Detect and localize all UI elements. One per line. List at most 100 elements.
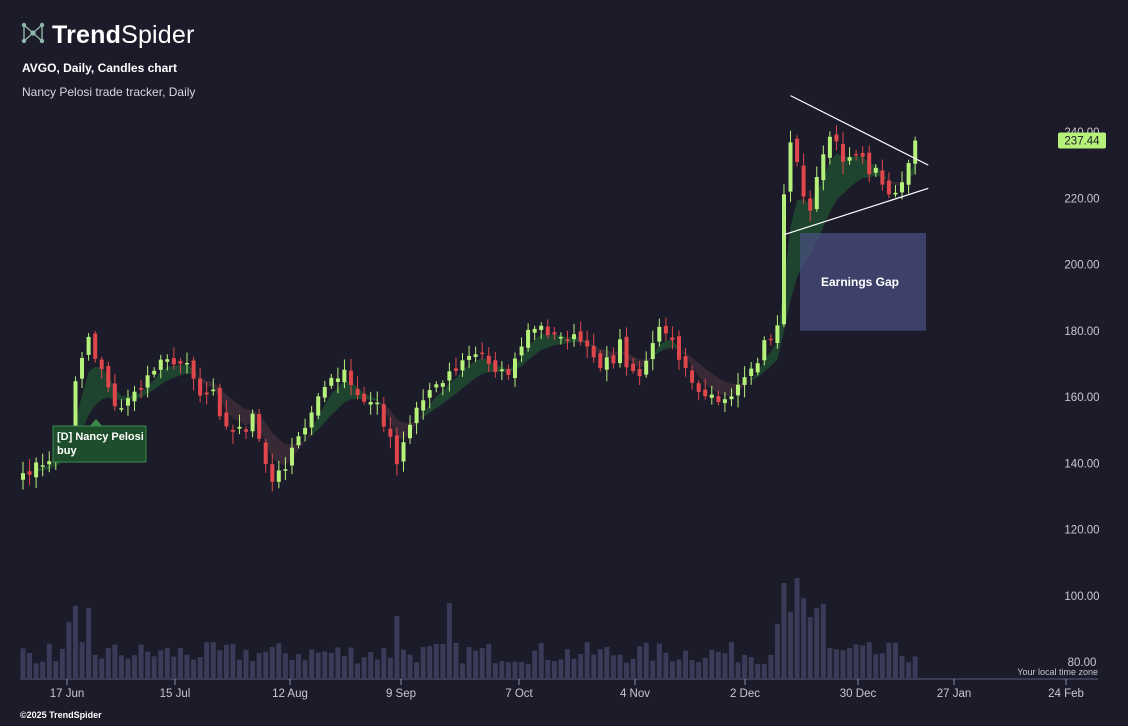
volume-bar — [145, 651, 151, 678]
candle-down — [388, 428, 393, 437]
volume-bar — [637, 646, 643, 678]
volume-bar — [315, 652, 321, 678]
candle-down — [860, 152, 865, 157]
candle-up — [526, 329, 531, 348]
candle-up — [290, 447, 294, 466]
brand-name: TrendSpider — [52, 21, 195, 49]
volume-bar — [676, 659, 682, 678]
candle-down — [696, 383, 701, 392]
volume-bar — [630, 658, 636, 678]
volume-bar — [505, 662, 511, 678]
candle-down — [578, 331, 583, 342]
candle-up — [86, 336, 91, 355]
candle-up — [650, 343, 655, 360]
candle-down — [677, 336, 681, 360]
candle-down — [191, 360, 196, 379]
candle-down — [841, 144, 845, 162]
volume-bar — [243, 649, 249, 678]
ribbon-down — [888, 176, 909, 186]
volume-bar — [158, 650, 164, 678]
volume-bar — [27, 653, 33, 678]
candle-up — [749, 368, 754, 376]
volume-bar — [512, 661, 518, 678]
volume-bar — [414, 662, 420, 678]
volume-bar — [164, 647, 170, 678]
volume-bar — [394, 616, 400, 678]
volume-bar — [788, 611, 794, 678]
candle-down — [886, 180, 891, 195]
volume-bar — [400, 649, 406, 678]
candle-up — [250, 413, 255, 432]
volume-bar — [912, 656, 918, 678]
candle-up — [618, 339, 622, 364]
candle-up — [316, 396, 321, 416]
volume-bar — [99, 658, 105, 678]
candle-down — [178, 361, 183, 364]
candle-down — [362, 393, 367, 402]
volume-bar — [617, 654, 623, 678]
volume-bar — [20, 648, 26, 678]
candle-down — [454, 368, 458, 371]
volume-bar — [210, 642, 216, 678]
earnings-gap-label: Earnings Gap — [821, 275, 899, 289]
candle-down — [585, 340, 590, 347]
volume-bar — [79, 642, 85, 678]
volume-bar — [768, 654, 774, 678]
candle-up — [775, 325, 780, 343]
candle-up — [900, 182, 904, 193]
volume-bar — [440, 644, 446, 678]
candle-up — [440, 383, 445, 387]
candle-up — [40, 465, 45, 467]
candle-down — [381, 404, 386, 427]
candle-down — [198, 378, 203, 396]
candle-up — [729, 396, 734, 400]
volume-bar — [361, 657, 367, 678]
candle-down — [598, 353, 603, 369]
candle-up — [47, 461, 52, 465]
volume-bar — [669, 661, 675, 678]
volume-bar — [663, 652, 669, 678]
volume-bar — [624, 662, 630, 678]
last-price-label: 237.44 — [1064, 136, 1100, 148]
volume-bar — [309, 649, 315, 678]
volume-bar — [643, 642, 649, 678]
volume-bar — [801, 598, 807, 678]
volume-bar — [564, 649, 570, 678]
candle-up — [539, 325, 544, 330]
volume-bar — [892, 642, 898, 678]
volume-bar — [722, 653, 728, 678]
candle-down — [552, 332, 557, 335]
candle-down — [795, 138, 800, 162]
indicator-title: Nancy Pelosi trade tracker, Daily — [22, 85, 196, 99]
candle-up — [165, 359, 170, 362]
candle-up — [755, 363, 760, 373]
x-tick-label: 30 Dec — [840, 688, 877, 700]
candle-down — [834, 134, 839, 142]
pelosi-buy-label-line2: buy — [57, 445, 77, 457]
candle-down — [867, 152, 872, 175]
volume-bar — [335, 647, 341, 678]
candle-down — [349, 370, 353, 385]
candle-up — [742, 377, 747, 385]
volume-bar — [833, 649, 839, 678]
candle-down — [683, 356, 688, 368]
candle-up — [906, 163, 911, 185]
volume-bar — [610, 655, 616, 678]
volume-bar — [387, 657, 393, 678]
candle-up — [604, 357, 609, 370]
candle-up — [873, 167, 878, 173]
volume-bar — [860, 645, 866, 678]
volume-bar — [761, 663, 767, 678]
volume-bar — [368, 652, 374, 678]
candle-down — [480, 352, 485, 355]
candle-down — [112, 383, 117, 407]
candle-up — [283, 469, 288, 471]
trendline — [783, 187, 929, 236]
x-tick-label: 7 Oct — [505, 688, 533, 700]
candle-up — [421, 400, 426, 411]
volume-bar — [269, 647, 275, 678]
y-tick-label: 140.00 — [1064, 458, 1099, 470]
volume-bar — [125, 658, 131, 678]
volume-bar — [184, 654, 190, 678]
